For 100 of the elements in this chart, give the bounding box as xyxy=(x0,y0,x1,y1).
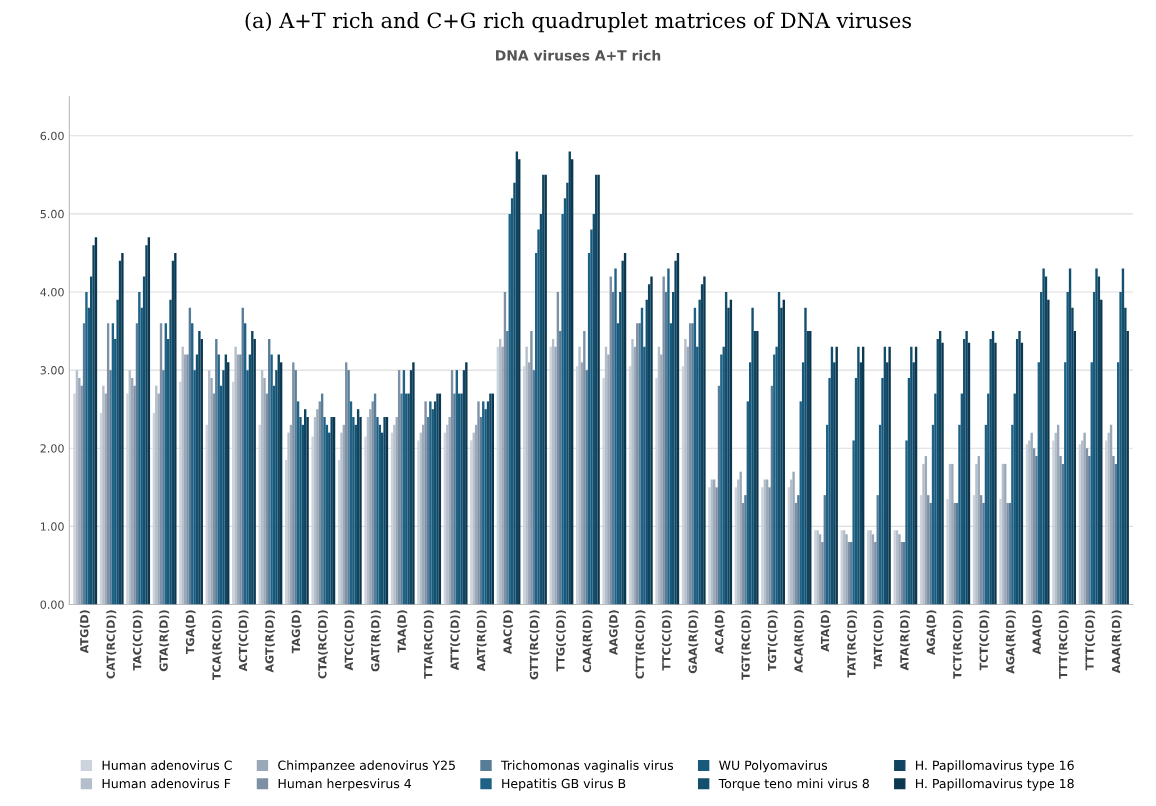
legend-label: H. Papillomavirus type 18 xyxy=(916,778,1074,791)
x-tick-label: ATT(C(D)) xyxy=(450,610,461,671)
bar xyxy=(751,307,754,605)
bar xyxy=(602,377,605,605)
legend-label: H. Papillomavirus type 16 xyxy=(916,760,1074,773)
bar xyxy=(323,417,326,605)
bar xyxy=(429,401,432,605)
bar xyxy=(715,487,718,605)
bar xyxy=(1047,299,1050,605)
bar xyxy=(417,440,420,605)
x-tick-label: TGT(C(D)) xyxy=(767,610,778,672)
legend-label: Trichomonas vaginalis virus xyxy=(500,760,674,773)
bar xyxy=(1052,440,1055,605)
bar xyxy=(934,393,937,605)
legend-label: Torque teno mini virus 8 xyxy=(718,778,869,791)
bar xyxy=(631,338,634,605)
bar xyxy=(287,432,290,605)
x-tick-label: CTA(RC(D)) xyxy=(317,610,328,679)
x-tick-label: GAA(R(D)) xyxy=(688,610,699,674)
x-tick-label: TAT(C(D)) xyxy=(873,610,884,670)
bar xyxy=(92,245,95,605)
bar xyxy=(453,393,456,605)
bar xyxy=(448,417,451,605)
bar xyxy=(1107,432,1110,605)
bar xyxy=(174,252,177,605)
y-tick-label: 3.00 xyxy=(40,366,64,375)
bar xyxy=(169,299,172,605)
bar xyxy=(590,229,593,605)
x-tick-label: TCT(RC(D)) xyxy=(952,610,963,679)
x-tick-label: GTA(R(D)) xyxy=(159,610,170,672)
x-tick-label: TTG(C(D)) xyxy=(556,610,566,672)
bar xyxy=(744,495,747,605)
x-tick-label: AGT(R(D)) xyxy=(265,610,275,673)
x-tick-label: AAA(D) xyxy=(1032,610,1043,655)
x-tick-label: ATA(R(D)) xyxy=(900,610,910,671)
x-tick-label: TAG(D) xyxy=(291,610,302,654)
x-tick-label: ACA(D) xyxy=(714,610,725,655)
y-tick-label: 4.00 xyxy=(40,287,64,297)
x-tick-label: TTC(C(D)) xyxy=(661,610,672,671)
bar xyxy=(316,409,319,605)
bar xyxy=(703,276,706,605)
bar xyxy=(133,385,136,605)
bar xyxy=(999,499,1002,605)
bar xyxy=(294,370,297,605)
bar xyxy=(1095,268,1098,605)
x-tick-label: TCT(C(D)) xyxy=(979,610,990,671)
y-tick-label: 1.00 xyxy=(40,522,64,531)
bar xyxy=(804,307,807,605)
bar xyxy=(393,424,396,605)
bar xyxy=(210,377,213,605)
bar xyxy=(775,346,778,605)
bar xyxy=(359,417,362,605)
x-tick-label: TTA(RC(D)) xyxy=(423,610,434,679)
y-tick-label: 0.00 xyxy=(40,600,64,609)
bar xyxy=(1066,292,1069,605)
bar xyxy=(198,331,201,605)
x-tick-label: ATA(D) xyxy=(820,610,831,652)
legend-label: WU Polyomavirus xyxy=(719,760,828,773)
bar xyxy=(73,393,76,605)
chart-title: (a) A+T rich and C+G rich quadruplet matrices of DNA viruses xyxy=(245,12,911,33)
bar xyxy=(874,542,877,605)
bar xyxy=(655,377,658,605)
bar xyxy=(126,393,129,605)
bar xyxy=(477,401,480,605)
bar xyxy=(797,495,800,605)
x-tick-label: CTT(RC(D)) xyxy=(635,610,646,679)
bar xyxy=(821,542,824,605)
bar xyxy=(85,292,88,605)
bar xyxy=(684,338,687,605)
bar xyxy=(583,331,586,605)
x-tick-label: AAA(R(D)) xyxy=(1111,610,1122,674)
x-tick-label: TGA(D) xyxy=(185,610,196,654)
bar xyxy=(910,346,913,605)
bar xyxy=(768,487,771,605)
x-tick-label: TTT(RC(D)) xyxy=(1058,610,1069,679)
bar xyxy=(1018,331,1021,605)
bar xyxy=(311,436,314,605)
x-tick-label: TTT(C(D)) xyxy=(1085,610,1096,671)
bar xyxy=(470,440,473,605)
bar xyxy=(761,487,764,605)
bar xyxy=(162,370,165,605)
bar xyxy=(340,432,343,605)
y-tick-label: 5.00 xyxy=(40,209,64,219)
bar xyxy=(667,268,670,605)
bar xyxy=(989,338,992,605)
bar xyxy=(465,362,468,605)
bar xyxy=(828,377,831,605)
bar xyxy=(621,260,624,605)
bar xyxy=(607,354,610,605)
bar xyxy=(102,385,105,605)
bar xyxy=(179,381,182,605)
x-tick-label: AGA(R(D)) xyxy=(1005,610,1016,674)
bar xyxy=(1112,456,1115,605)
bar xyxy=(739,471,742,605)
bar xyxy=(501,346,504,605)
bar xyxy=(578,346,581,605)
bar xyxy=(941,342,944,605)
x-tick-label: GTT(RC(D)) xyxy=(529,610,540,680)
x-tick-label: ATC(C(D)) xyxy=(344,610,355,671)
bar xyxy=(412,362,415,605)
